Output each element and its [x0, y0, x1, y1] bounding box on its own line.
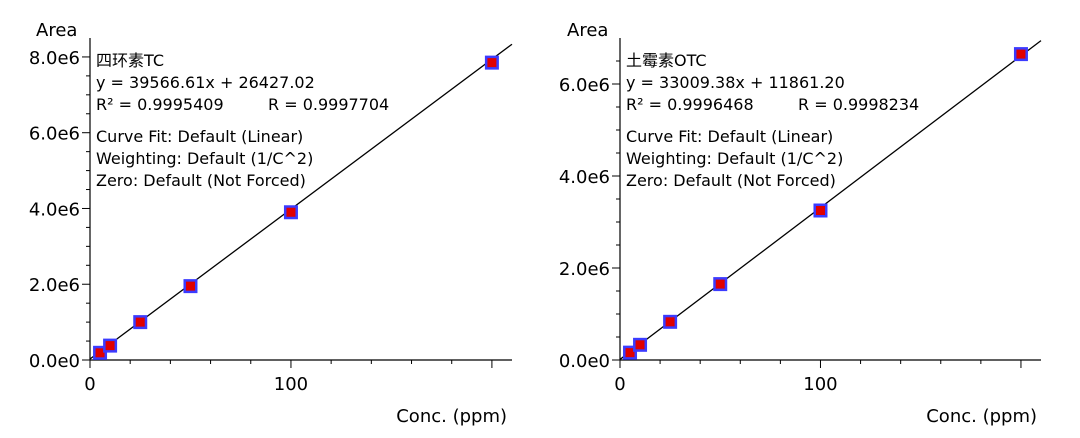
y-tick-label: 2.0e6 [29, 275, 80, 296]
data-point-inner [105, 341, 115, 351]
regression-equation: y = 33009.38x + 11861.20 [626, 73, 845, 92]
compound-name: 四环素TC [96, 51, 164, 70]
zero-note: Zero: Default (Not Forced) [626, 171, 836, 190]
data-point [633, 337, 648, 352]
regression-equation: y = 39566.61x + 26427.02 [96, 73, 315, 92]
data-point-inner [1016, 49, 1026, 59]
y-tick-label: 2.0e6 [559, 259, 610, 280]
data-point [183, 279, 198, 294]
y-tick-label: 6.0e6 [559, 75, 610, 96]
data-point-inner [95, 348, 105, 358]
data-point [813, 203, 828, 218]
regression-line [619, 40, 1042, 360]
x-axis-title: Conc. (ppm) [926, 406, 1037, 427]
y-tick-label: 0.0e0 [559, 351, 610, 372]
data-point [713, 277, 728, 292]
data-point-inner [185, 281, 195, 291]
data-point-inner [487, 58, 497, 68]
data-point [133, 315, 148, 330]
data-point-inner [625, 348, 635, 358]
data-point [103, 338, 118, 353]
data-point-inner [286, 207, 296, 217]
y-tick-label: 0.0e0 [29, 351, 80, 372]
data-point-inner [665, 317, 675, 327]
regression-line [89, 43, 513, 360]
data-point-inner [715, 279, 725, 289]
data-point [484, 55, 499, 70]
data-point-inner [815, 206, 825, 215]
x-tick-label: 0 [614, 374, 625, 395]
data-point [283, 205, 298, 220]
data-point [1013, 47, 1028, 62]
y-tick-label: 4.0e6 [559, 167, 610, 188]
data-point-inner [135, 317, 145, 327]
chart-panel-1: 0.0e0 2.0e6 4.0e6 6.0e6 8.0e6 0 100 Area Conc. (… [29, 20, 513, 427]
y-tick-label: 4.0e6 [29, 199, 80, 220]
data-point-inner [635, 340, 645, 350]
x-axis-title: Conc. (ppm) [396, 406, 507, 427]
r-value: R = 0.9998234 [798, 95, 919, 114]
data-point [663, 314, 678, 329]
weighting-note: Weighting: Default (1/C^2) [96, 149, 313, 168]
compound-name: 土霉素OTC [626, 51, 707, 70]
weighting-note: Weighting: Default (1/C^2) [626, 149, 843, 168]
r-squared: R² = 0.9996468 [626, 95, 754, 114]
x-tick-label: 100 [803, 374, 837, 395]
r-squared: R² = 0.9995409 [96, 95, 224, 114]
x-tick-label: 100 [274, 374, 308, 395]
zero-note: Zero: Default (Not Forced) [96, 171, 306, 190]
y-tick-label: 8.0e6 [29, 48, 80, 69]
y-tick-label: 6.0e6 [29, 124, 80, 145]
y-axis-title: Area [36, 20, 77, 41]
y-axis-title: Area [567, 20, 608, 41]
chart-panel-2: 0.0e0 2.0e6 4.0e6 6.0e6 0 100 Area Conc. (ppm) 土… [559, 20, 1042, 427]
r-value: R = 0.9997704 [268, 95, 389, 114]
curve-fit-note: Curve Fit: Default (Linear) [96, 127, 303, 146]
curve-fit-note: Curve Fit: Default (Linear) [626, 127, 833, 146]
x-tick-label: 0 [84, 374, 95, 395]
